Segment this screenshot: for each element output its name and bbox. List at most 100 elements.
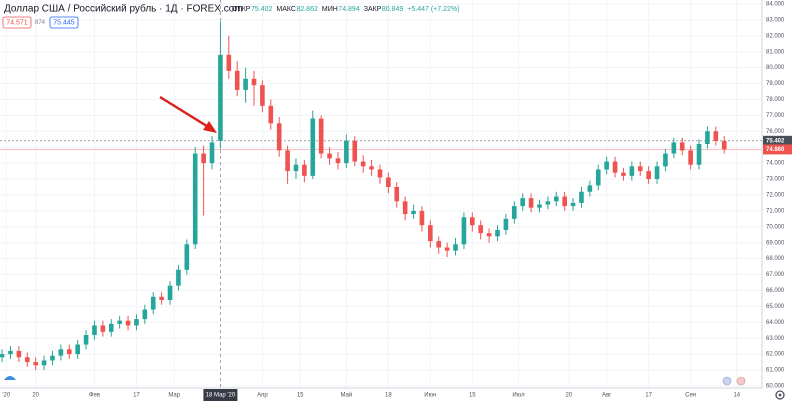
candle-body: [16, 350, 22, 358]
candle-body: [402, 201, 408, 215]
candle-body: [251, 78, 257, 86]
y-tick-label: 61.000: [766, 368, 785, 374]
x-tick-label: Июн: [424, 393, 436, 399]
candle-body: [520, 198, 526, 207]
ohlc-value: 75.402: [251, 6, 273, 13]
candle-body: [562, 196, 567, 207]
candle-body: [478, 225, 484, 234]
candles: [0, 21, 727, 371]
candle-body: [453, 244, 458, 251]
ask-box[interactable]: [49, 16, 79, 29]
price-label-box: [763, 144, 792, 155]
candle-body: [394, 186, 400, 202]
y-tick-label: 79.000: [766, 81, 785, 87]
candle-body: [621, 172, 626, 176]
candle-body: [503, 218, 509, 230]
candle-body: [386, 177, 391, 187]
candle-body: [260, 85, 265, 106]
candle-body: [318, 118, 324, 154]
candle-body: [209, 142, 215, 164]
flags-icon: [722, 376, 746, 386]
settings-icon[interactable]: [775, 390, 785, 400]
y-tick-label: 65.000: [766, 304, 785, 310]
candle-body: [352, 140, 358, 162]
bid-box[interactable]: [2, 16, 32, 29]
candle-body: [167, 285, 173, 300]
y-tick-label: 81.000: [766, 49, 785, 55]
x-tick-label: Июл: [512, 393, 525, 399]
candle-body: [134, 319, 139, 326]
candle-body: [688, 150, 693, 165]
y-tick-label: 74.000: [766, 161, 785, 167]
candle-body: [713, 131, 719, 141]
x-tick-label: 20: [32, 393, 39, 399]
candle-body: [444, 247, 450, 251]
candle-body: [360, 161, 366, 167]
x-tick-label: 15: [297, 393, 304, 399]
y-tick-label: 82.000: [766, 33, 785, 39]
ohlc-label: ЗАКР: [364, 6, 382, 13]
candle-body: [679, 142, 685, 151]
candle-body: [696, 144, 702, 165]
candle-body: [721, 140, 727, 150]
candle-body: [344, 140, 349, 164]
candle-body: [553, 196, 559, 202]
candle-body: [234, 70, 240, 90]
x-tick-label: 20: [566, 393, 573, 399]
candle-body: [226, 54, 232, 71]
x-tick-label: '20: [2, 393, 10, 399]
candle-body: [470, 217, 475, 226]
candle-body: [663, 153, 668, 167]
candle-body: [537, 204, 542, 208]
candle-body: [285, 150, 290, 172]
candle-body: [604, 161, 609, 170]
x-tick-label: Авг: [602, 393, 612, 399]
candle-body: [184, 244, 190, 270]
x-tick-label: Апр: [257, 393, 268, 399]
candle-body: [268, 105, 274, 124]
candle-body: [58, 349, 64, 356]
candle-body: [50, 355, 55, 361]
price-axis: [762, 0, 792, 402]
candle-body: [411, 210, 416, 215]
price-label-box: [763, 135, 792, 146]
bid: 74.571: [6, 19, 28, 26]
price-lines: [0, 0, 762, 388]
y-tick-label: 69.000: [766, 240, 785, 246]
candle-body: [24, 357, 30, 363]
x-tick-label: Мар: [168, 393, 180, 399]
y-tick-label: 80.000: [766, 65, 785, 71]
candle-body: [66, 349, 72, 355]
candle-body: [192, 153, 198, 245]
y-tick-label: 70.000: [766, 224, 785, 230]
y-tick-label: 72.000: [766, 193, 785, 199]
candle-body: [125, 320, 131, 326]
candle-body: [612, 161, 618, 173]
candle-body: [218, 54, 223, 141]
x-tick-label: 14: [733, 393, 740, 399]
candle-body: [369, 166, 374, 170]
x-tick-label: Фев: [89, 393, 100, 399]
candle-body: [8, 350, 13, 355]
y-tick-label: 84.000: [766, 2, 785, 8]
ohlc-value: 80.849: [382, 6, 404, 13]
candle-body: [436, 241, 442, 248]
candle-body: [629, 166, 635, 176]
candle-body: [41, 360, 47, 366]
annotation-arrow: [159, 95, 217, 133]
candle-body: [117, 320, 122, 324]
candle-body: [142, 309, 148, 320]
y-tick-label: 63.000: [766, 336, 785, 342]
x-tick-label: 15: [469, 393, 476, 399]
grid: [0, 0, 762, 388]
candle-body: [545, 201, 551, 205]
x-tick-label: Май: [340, 392, 352, 399]
x-tick-label: Сен: [685, 393, 696, 399]
candle-body: [310, 118, 316, 176]
candle-body: [327, 153, 332, 159]
candle-body: [0, 354, 5, 358]
candle-body: [201, 153, 206, 164]
y-tick-label: 83.000: [766, 17, 785, 23]
time-axis: [0, 388, 762, 402]
candle-body: [595, 169, 601, 186]
